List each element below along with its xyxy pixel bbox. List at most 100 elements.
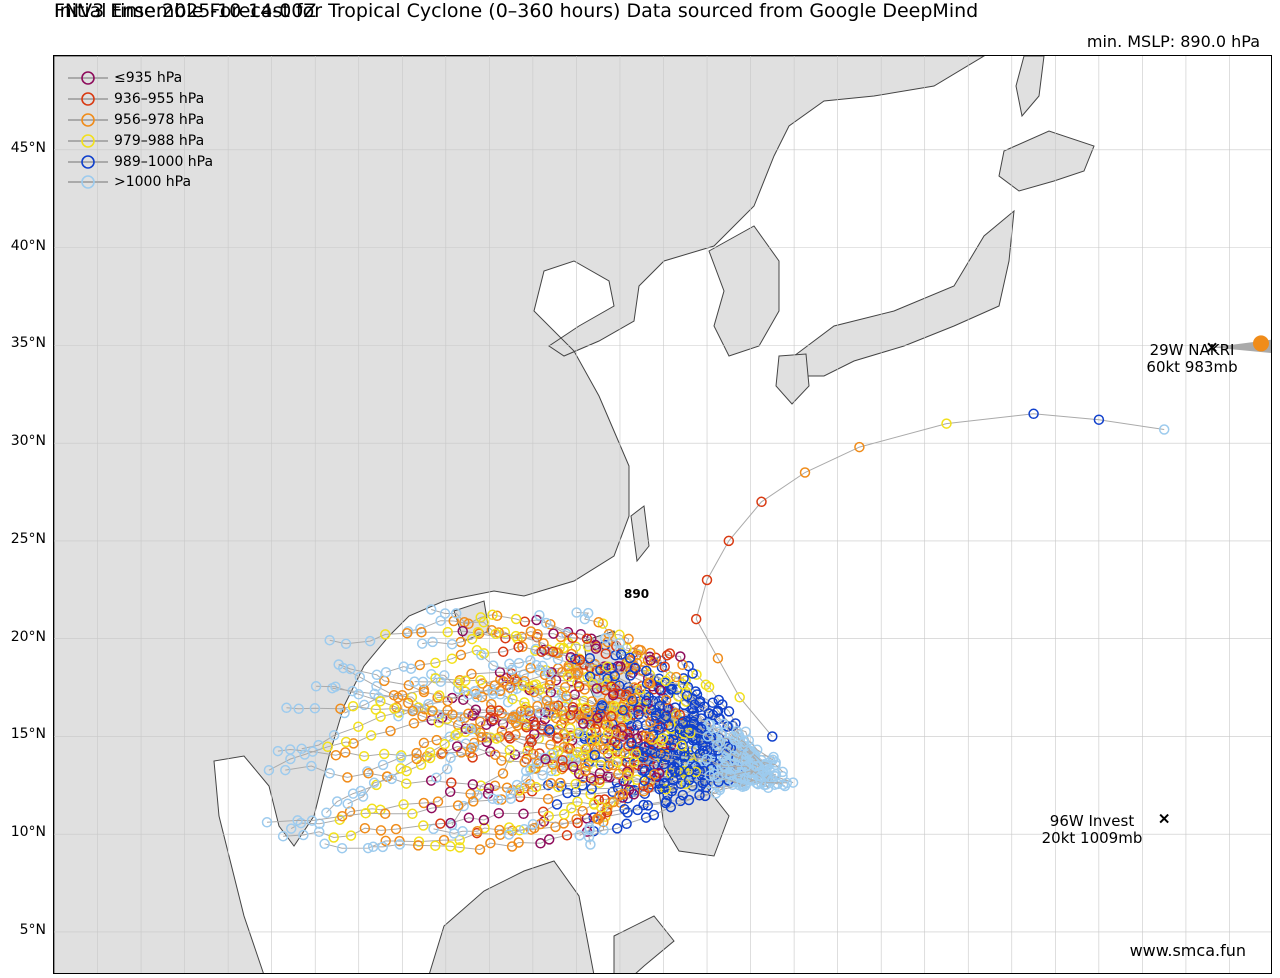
track-point-marker <box>455 649 467 661</box>
track-point-marker <box>622 807 633 818</box>
track-point-marker <box>694 695 706 707</box>
track-point-marker <box>398 799 409 810</box>
track-point-marker <box>565 668 577 680</box>
track-point-marker <box>777 766 788 778</box>
track-point-marker <box>638 780 649 792</box>
track-point-marker <box>579 733 591 745</box>
track-point-marker <box>684 750 696 761</box>
track-point-marker <box>412 840 424 851</box>
track-point-marker <box>683 660 694 672</box>
track-point-marker <box>663 719 675 731</box>
track-point-marker <box>723 706 735 717</box>
track-point-marker <box>530 781 542 793</box>
track-point-marker <box>409 676 420 687</box>
latitude-tick-label: 5°N <box>19 921 46 938</box>
track-point-marker <box>540 753 551 765</box>
track-point-marker <box>306 760 317 772</box>
track-point-marker <box>725 770 736 781</box>
track-point-marker <box>390 823 402 835</box>
track-point-marker <box>446 638 458 650</box>
track-point-marker <box>760 779 772 790</box>
track-point-marker <box>407 705 418 717</box>
track-point-marker <box>427 636 438 648</box>
track-point-marker <box>584 652 596 664</box>
track-point-marker <box>475 675 486 686</box>
track-point-marker <box>678 673 689 684</box>
track-point-marker <box>727 776 739 787</box>
track-point-marker <box>749 753 761 764</box>
track-point-marker <box>550 712 562 724</box>
track-point-marker <box>665 684 677 695</box>
track-point-marker <box>296 743 307 755</box>
track-point-marker <box>401 778 412 789</box>
track-point-marker <box>597 618 609 629</box>
track-point-marker <box>494 824 505 836</box>
track-point-marker <box>503 829 515 840</box>
track-point-marker <box>703 681 715 693</box>
track-point-marker <box>530 659 542 671</box>
track-point-marker <box>322 741 333 753</box>
track-point-marker <box>658 778 670 789</box>
track-point-marker <box>525 764 536 775</box>
track-point-marker <box>585 728 597 739</box>
track-point-marker <box>650 710 662 721</box>
track-point-marker <box>364 635 376 647</box>
track-point-marker <box>426 802 437 814</box>
track-point-marker <box>358 750 370 762</box>
track-point-marker <box>492 794 504 805</box>
track-point-marker <box>558 809 570 820</box>
track-point-marker <box>679 767 690 779</box>
track-point-marker <box>596 802 607 813</box>
track-point-marker <box>738 736 750 748</box>
track-point-marker <box>552 654 564 665</box>
ensemble-track-line <box>407 614 755 780</box>
track-point-marker <box>570 786 581 798</box>
track-point-marker <box>518 808 529 820</box>
track-point-marker <box>510 630 522 642</box>
track-point-marker <box>401 627 413 639</box>
track-point-marker <box>435 676 446 687</box>
credit-text: www.smca.fun <box>1129 941 1246 960</box>
track-point-marker <box>313 826 325 838</box>
track-point-marker <box>617 730 628 742</box>
track-point-marker <box>580 702 592 714</box>
track-point-marker <box>658 758 670 770</box>
track-point-marker <box>506 714 518 725</box>
track-point-marker <box>626 737 637 749</box>
track-point-marker <box>432 709 444 720</box>
track-point-marker <box>625 694 637 705</box>
track-point-marker <box>516 631 527 643</box>
track-point-marker <box>309 703 321 714</box>
track-point-marker <box>704 718 716 730</box>
ensemble-track-line <box>324 773 776 849</box>
title-line-2: Initial time:2025-10-14-00Z <box>54 0 317 22</box>
track-point-marker <box>541 695 553 706</box>
track-point-marker <box>518 823 530 835</box>
track-point-marker <box>787 777 799 788</box>
track-point-marker <box>580 762 591 773</box>
track-point-marker <box>370 704 382 715</box>
track-point-marker <box>430 840 441 851</box>
track-point-marker <box>380 666 392 678</box>
track-point-marker <box>432 692 443 703</box>
track-point-marker <box>643 677 655 688</box>
track-point-marker <box>380 629 391 640</box>
track-point-marker <box>293 703 304 715</box>
asia-mainland <box>54 56 985 973</box>
track-point-marker <box>548 628 559 639</box>
track-point-marker <box>446 777 457 788</box>
track-point-marker <box>639 765 651 777</box>
track-point-marker <box>577 805 588 817</box>
track-point-marker <box>688 718 700 729</box>
track-point-marker <box>567 761 579 772</box>
track-point-marker <box>441 763 453 775</box>
track-point-marker <box>565 651 576 663</box>
legend-item: ≤935 hPa <box>66 68 213 89</box>
track-point-marker <box>658 692 669 703</box>
track-point-marker <box>452 800 464 811</box>
track-point-marker <box>572 796 583 808</box>
legend-label: 956–978 hPa <box>114 111 205 128</box>
track-point-marker <box>660 710 672 722</box>
track-point-marker <box>585 839 596 850</box>
track-point-marker <box>689 699 700 710</box>
